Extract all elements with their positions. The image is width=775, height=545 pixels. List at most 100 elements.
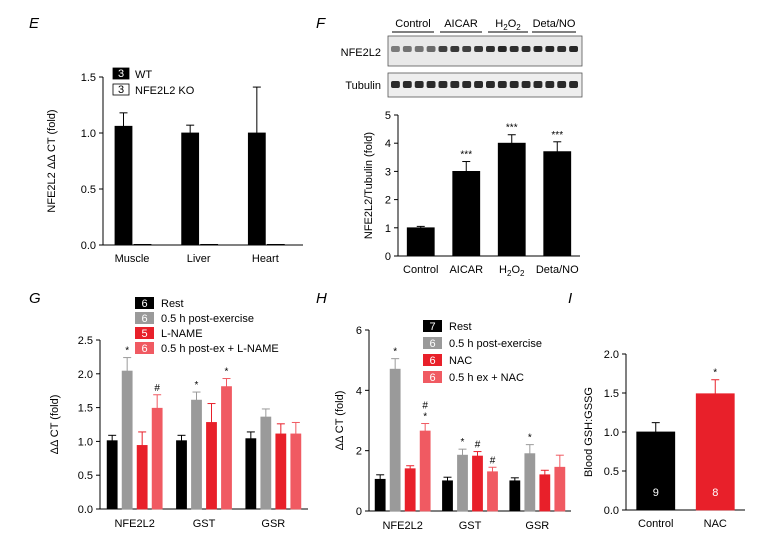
chart-f-x-tick-label: Deta/NO xyxy=(536,264,579,276)
chart-e-x-tick-label: Heart xyxy=(252,253,279,265)
chart-h-nac-bar xyxy=(539,474,551,512)
chart-h-legend-n: 6 xyxy=(429,355,435,367)
chart-e-y-tick-label: 0.5 xyxy=(81,184,96,196)
chart-i: 0.0 0.5 1.0 1.5 2.0 Blood GSH:GSSG 9 Control * 8 N… xyxy=(583,349,745,530)
blot-band-nfe2l2 xyxy=(521,46,531,52)
chart-f-significance: *** xyxy=(460,150,472,161)
blot-band-tubulin xyxy=(450,81,460,88)
chart-h-significance: # xyxy=(490,455,496,466)
chart-e-x-tick-label: Liver xyxy=(187,253,211,265)
chart-e-legend-label: NFE2L2 KO xyxy=(135,85,195,97)
chart-g-legend-swatch xyxy=(135,297,154,309)
chart-f-bar xyxy=(452,170,481,257)
blot-band-tubulin xyxy=(474,81,483,88)
chart-g-y-tick-label: 1.0 xyxy=(78,436,93,448)
blot-band-nfe2l2 xyxy=(497,46,507,52)
chart-g-significance: # xyxy=(154,383,160,394)
chart-f-x-tick-label: Control xyxy=(403,264,438,276)
chart-h-significance: # xyxy=(475,440,481,451)
chart-g-significance: * xyxy=(225,367,229,378)
chart-h-nac-bar xyxy=(472,455,483,512)
chart-i-y-tick-label: 0.0 xyxy=(604,505,619,517)
chart-g-rest-bar xyxy=(245,438,257,510)
chart-h-legend-label: 0.5 h ex + NAC xyxy=(449,372,524,384)
chart-g-y-tick-label: 0.5 xyxy=(78,470,93,482)
chart-f-y-tick-label: 4 xyxy=(385,138,391,150)
chart-e-legend-label: WT xyxy=(135,69,152,81)
chart-h-y-tick-label: 6 xyxy=(356,325,362,337)
chart-i-y-axis-label: Blood GSH:GSSG xyxy=(583,387,595,477)
blot-band-nfe2l2 xyxy=(438,46,448,52)
chart-h-significance: * xyxy=(528,433,532,444)
chart-h-significance: * xyxy=(461,437,465,448)
chart-h-legend-n: 7 xyxy=(429,321,435,333)
chart-h-y-tick-label: 2 xyxy=(356,446,362,458)
chart-f-bar xyxy=(406,227,435,257)
blot-band-tubulin xyxy=(557,81,567,88)
blot-band-nfe2l2 xyxy=(462,46,472,52)
blot-band-nfe2l2 xyxy=(474,46,483,52)
blot-band-tubulin xyxy=(402,81,412,88)
chart-i-y-tick-label: 1.0 xyxy=(604,427,619,439)
chart-f-x-tick-label: AICAR xyxy=(449,264,483,276)
chart-h-legend-swatch xyxy=(423,337,442,349)
chart-g-y-tick-label: 1.5 xyxy=(78,403,93,415)
panel-label-g: G xyxy=(29,290,41,307)
chart-g-x-tick-label: GST xyxy=(193,518,216,530)
chart-f-bar xyxy=(497,142,526,257)
blot-band-nfe2l2 xyxy=(509,46,519,52)
chart-g-legend-n: 5 xyxy=(141,328,147,340)
chart-f-bar xyxy=(543,151,572,257)
blot-group-aicar: AICAR xyxy=(444,18,478,30)
chart-g-significance: * xyxy=(195,380,199,391)
chart-e-nfe2l2-ko-bar xyxy=(133,243,152,246)
panel-label-h: H xyxy=(316,290,327,307)
blot-band-tubulin xyxy=(521,81,531,88)
blot-band-tubulin xyxy=(391,81,400,88)
chart-i-significance: * xyxy=(713,368,717,379)
chart-g-0-5-h-post-ex-l-name-bar xyxy=(221,386,232,510)
chart-h-y-tick-label: 0 xyxy=(356,506,362,518)
chart-h-legend-n: 6 xyxy=(429,338,435,350)
blot-band-tubulin xyxy=(509,81,519,88)
chart-g-y-tick-label: 2.5 xyxy=(78,335,93,347)
blot-band-nfe2l2 xyxy=(402,46,412,52)
chart-h-legend-swatch xyxy=(423,320,442,332)
blot-group-control: Control xyxy=(395,18,430,30)
chart-g-legend-n: 6 xyxy=(141,298,147,310)
chart-i-control-bar xyxy=(636,431,676,511)
chart-h-legend-label: NAC xyxy=(449,355,472,367)
chart-e: 0.0 0.5 1.0 1.5 NFE2L2 ΔΔ CT (fold) Muscle Liv… xyxy=(46,67,303,265)
chart-h-x-tick-label: GSR xyxy=(525,520,549,532)
chart-g-legend-label: 0.5 h post-ex + L-NAME xyxy=(161,343,279,355)
chart-h-significance: * xyxy=(393,347,397,358)
chart-h-y-axis-label: ΔΔ CT (fold) xyxy=(334,391,346,451)
chart-g-legend-swatch xyxy=(135,312,154,324)
chart-i-x-tick-label: NAC xyxy=(704,518,727,530)
chart-i-y-tick-label: 1.5 xyxy=(604,388,619,400)
blot-band-nfe2l2 xyxy=(545,46,555,52)
blot-label-tubulin: Tubulin xyxy=(345,80,381,92)
blot-band-nfe2l2 xyxy=(533,46,543,52)
chart-e-nfe2l2-ko-bar xyxy=(266,243,285,246)
chart-h-nac-bar xyxy=(404,468,416,512)
chart-e-y-tick-label: 1.5 xyxy=(81,72,96,84)
chart-h-0-5-h-post-exercise-bar xyxy=(457,454,468,512)
blot-band-tubulin xyxy=(462,81,472,88)
chart-h-legend-label: 0.5 h post-exercise xyxy=(449,338,542,350)
chart-h-rest-bar xyxy=(374,478,386,512)
chart-h-rest-bar xyxy=(509,480,521,512)
chart-f-y-axis-label: NFE2L2/Tubulin (fold) xyxy=(363,132,375,239)
blot-band-nfe2l2 xyxy=(426,46,436,52)
chart-f-significance: *** xyxy=(506,123,518,134)
chart-f-y-tick-label: 1 xyxy=(385,223,391,235)
blot-group-h2o2: H2O2 xyxy=(495,18,521,32)
chart-g-x-tick-label: NFE2L2 xyxy=(114,518,154,530)
chart-e-legend-swatch xyxy=(112,83,130,96)
chart-f-x-tick-label: H2O2 xyxy=(499,264,525,278)
chart-g-x-tick-label: GSR xyxy=(261,518,285,530)
chart-g-0-5-h-post-ex-l-name-bar xyxy=(290,433,302,510)
blot-band-nfe2l2 xyxy=(569,46,578,52)
chart-e-y-tick-label: 0.0 xyxy=(81,240,96,252)
